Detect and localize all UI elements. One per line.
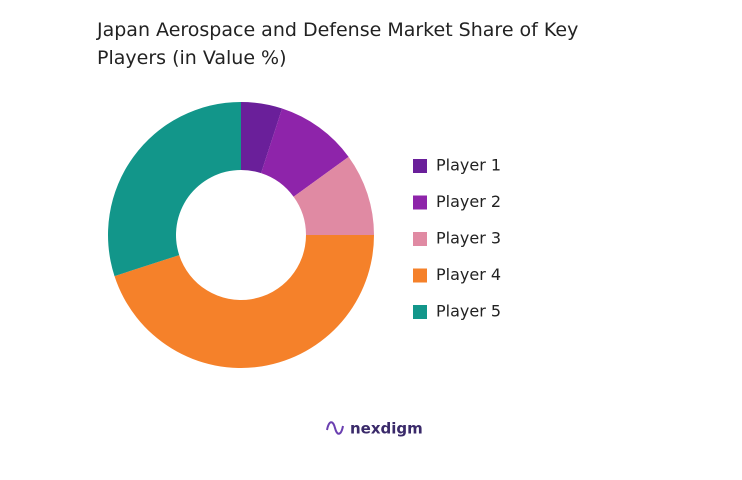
legend-label: Player 3	[436, 229, 501, 248]
chart-title: Japan Aerospace and Defense Market Share…	[97, 19, 579, 69]
legend-label: Player 2	[436, 192, 501, 211]
logo-icon	[326, 421, 344, 435]
logo: nexdigm	[326, 420, 423, 438]
legend-label: Player 4	[436, 265, 501, 284]
legend-swatch	[413, 268, 427, 283]
legend-label: Player 5	[436, 302, 501, 321]
donut-slice	[293, 156, 374, 235]
logo-text: nexdigm	[350, 420, 423, 438]
legend-label: Player 1	[436, 156, 501, 175]
donut-slice	[114, 235, 374, 369]
donut-slice	[241, 102, 283, 174]
donut-slice	[108, 102, 241, 277]
donut-slice	[261, 108, 349, 197]
legend-swatch	[413, 159, 427, 173]
legend-swatch	[413, 195, 427, 210]
legend-swatch	[413, 232, 427, 246]
legend-swatch	[413, 305, 427, 319]
